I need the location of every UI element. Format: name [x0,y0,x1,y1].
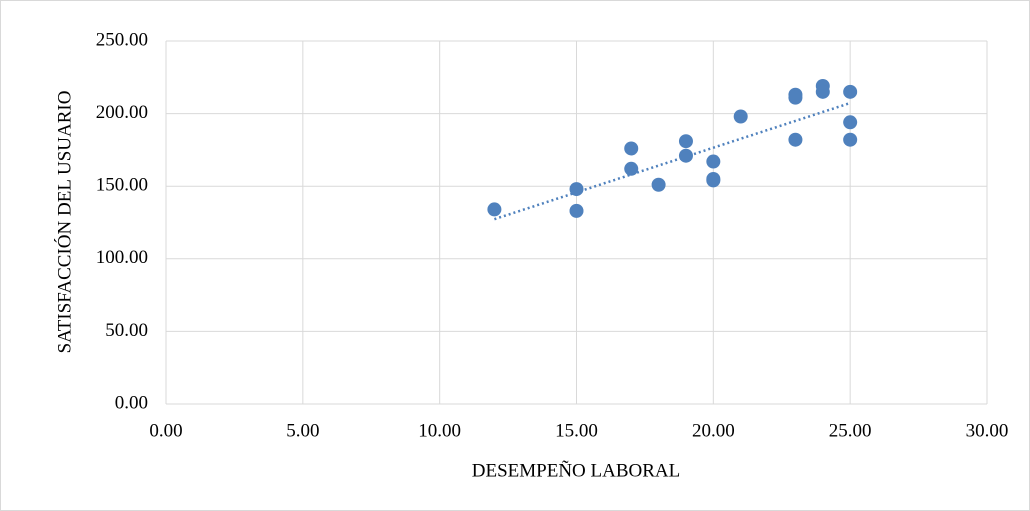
point [678,134,693,149]
point [487,202,502,217]
point [624,161,639,176]
point [843,115,858,130]
point [678,148,693,163]
point [788,132,803,147]
point [788,90,803,105]
point [815,84,830,99]
point [624,141,639,156]
point [569,182,584,197]
y-tick-label: 50.00 [105,320,148,341]
x-tick-label: 30.00 [966,420,1009,441]
y-tick-label: 150.00 [96,175,148,196]
x-tick-label: 5.00 [286,420,319,441]
x-tick-label: 15.00 [555,420,598,441]
y-tick-label: 100.00 [96,247,148,268]
point [843,84,858,99]
point [706,154,721,169]
point [843,132,858,147]
x-tick-label: 10.00 [418,420,461,441]
point [733,109,748,124]
x-tick-label: 25.00 [829,420,872,441]
point [651,177,666,192]
x-tick-label: 0.00 [149,420,182,441]
y-tick-label: 250.00 [96,29,148,50]
point [706,173,721,188]
y-axis-label: SATISFACCIÓN DEL USUARIO [53,91,75,354]
y-tick-label: 0.00 [115,392,148,413]
trendline [494,101,851,221]
y-tick-label: 200.00 [96,102,148,123]
point [569,203,584,218]
x-tick-label: 20.00 [692,420,735,441]
x-axis-label: DESEMPEÑO LABORAL [472,459,680,481]
